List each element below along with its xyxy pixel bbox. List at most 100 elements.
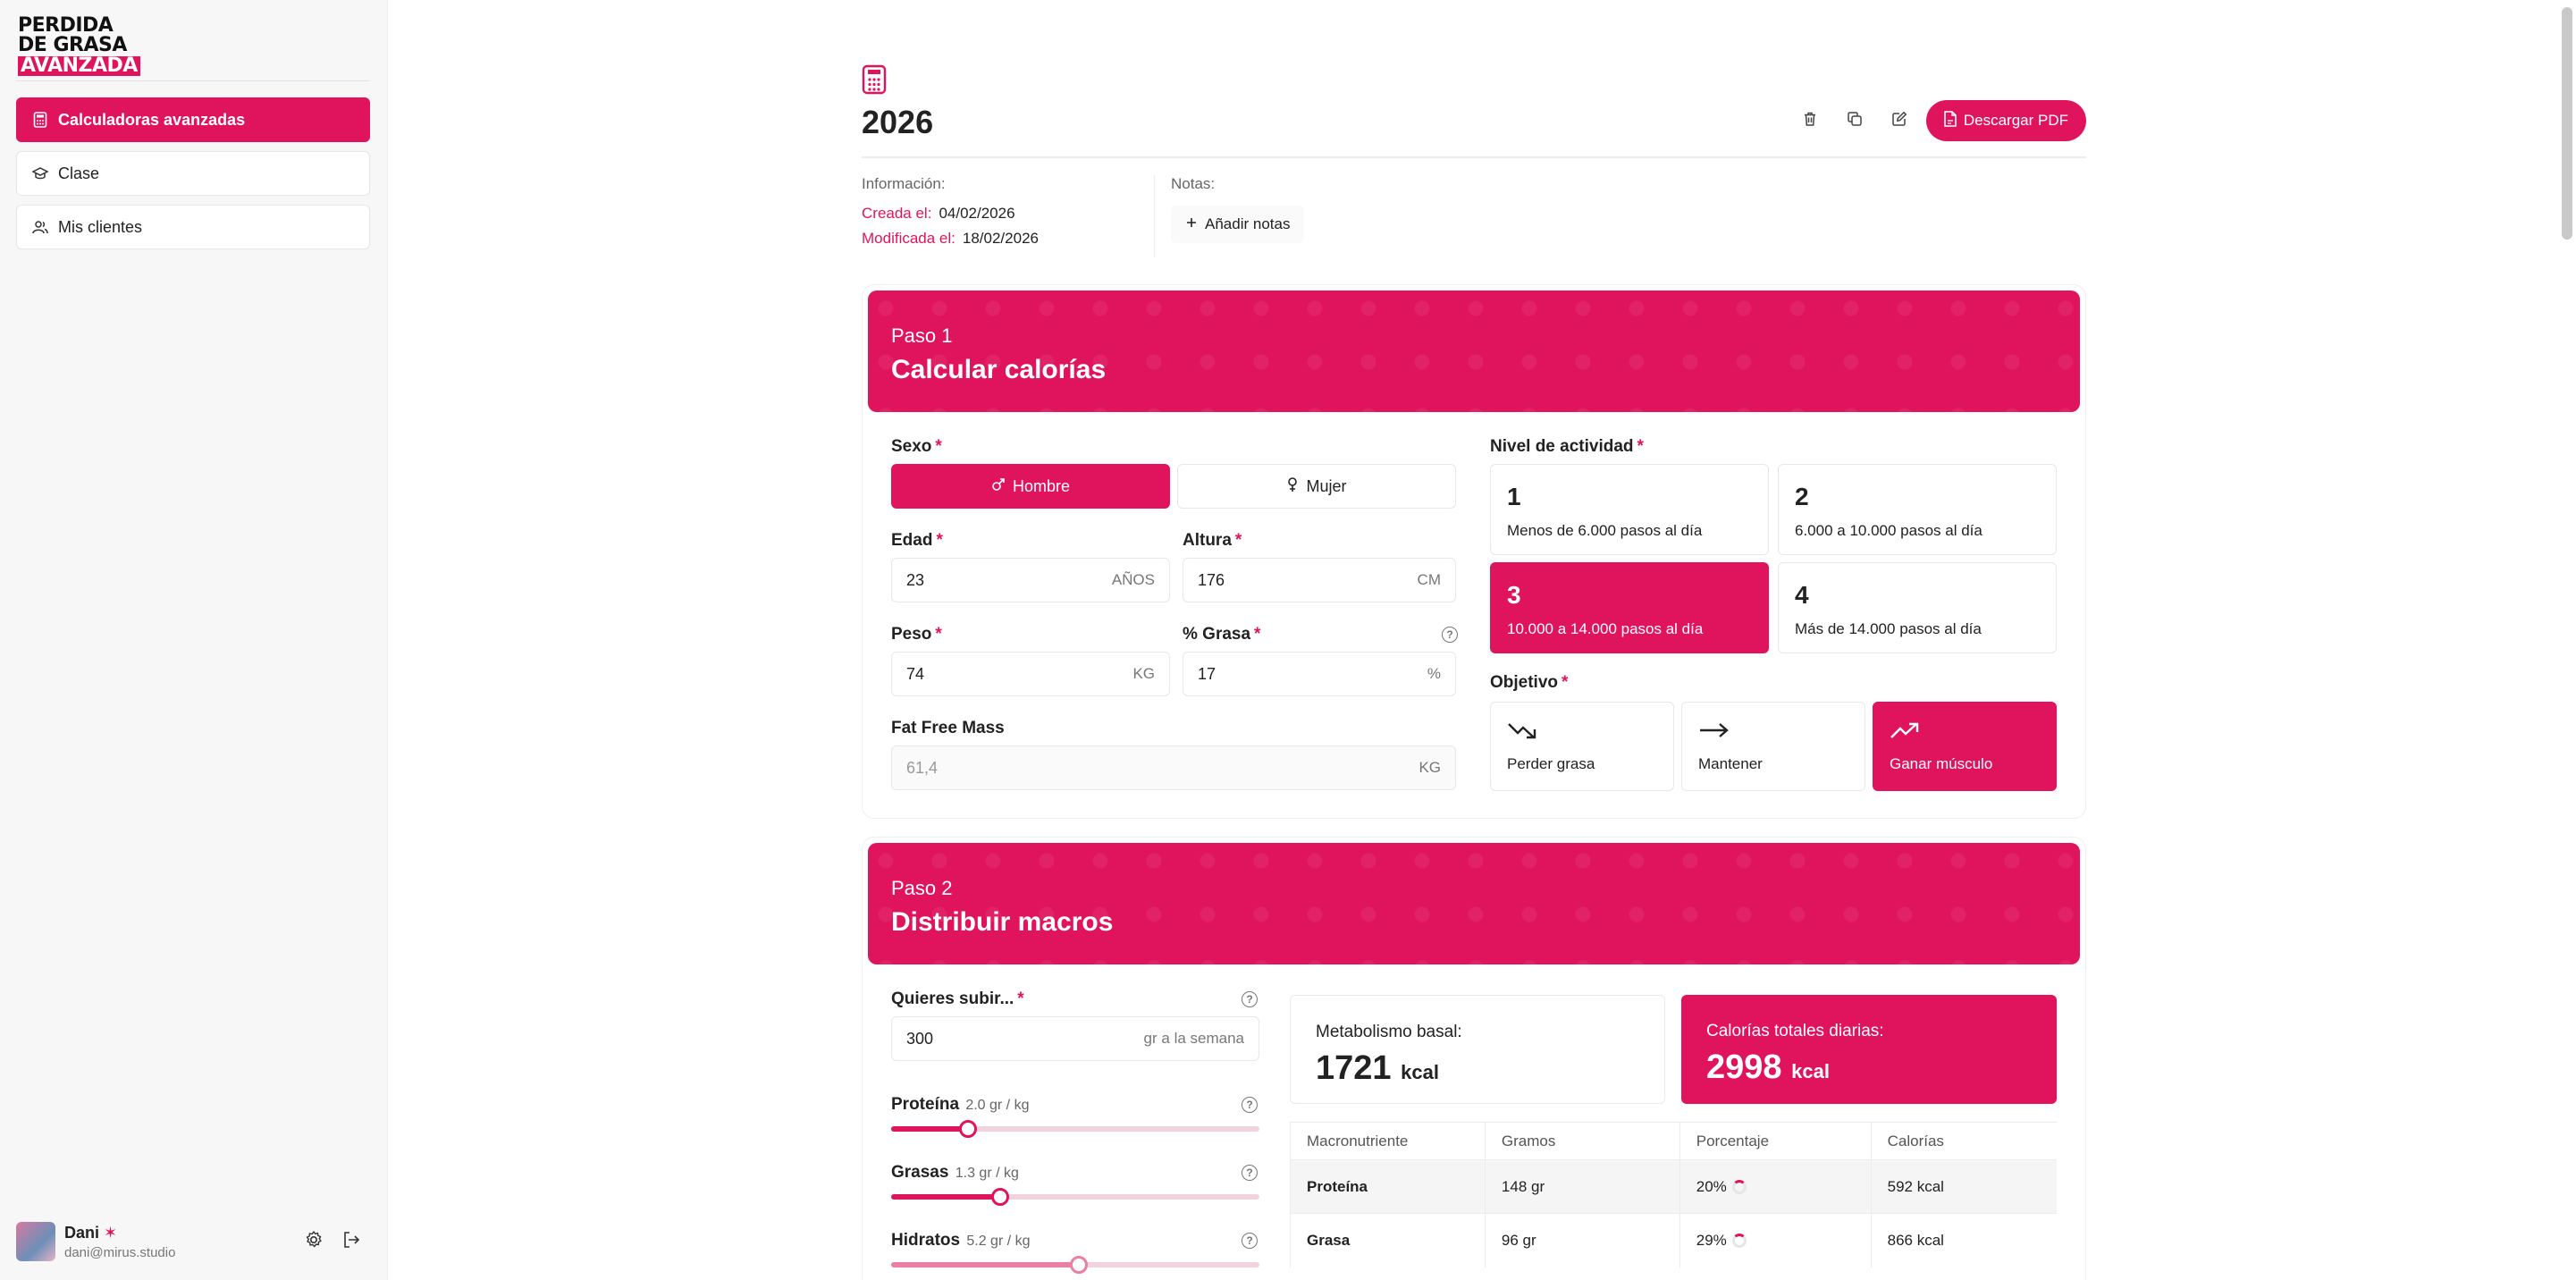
brand-logo[interactable]: PERDIDA DE GRASA AVANZADA [18,16,140,76]
table-cell: Proteína [1290,1159,1486,1214]
subir-label: Quieres subir... * [891,989,1024,1009]
sidebar-item-calculadoras[interactable]: Calculadoras avanzadas [16,97,370,142]
step2-title: Distribuir macros [891,907,1114,937]
hidratos-slider[interactable] [891,1256,1259,1274]
download-pdf-label: Descargar PDF [1963,112,2068,129]
basal-value: 1721 kcal [1316,1049,1639,1088]
grasa-label: % Grasa * [1183,625,1260,644]
actividad-option-4[interactable]: 4 Más de 14.000 pasos al día [1778,562,2057,653]
header-actions: Descargar PDF [1792,100,2086,141]
page-title: 2026 [862,104,934,140]
grasa-value: 17 [1198,664,1216,683]
add-notes-button[interactable]: Añadir notas [1171,206,1305,243]
calculator-icon [862,64,887,99]
table-cell: 592 kcal [1870,1159,2057,1214]
ffm-value: 61,4 [906,758,939,777]
peso-input[interactable]: 74 KG [891,652,1170,696]
objetivo-ganar-musculo[interactable]: Ganar músculo [1873,702,2057,791]
altura-label: Altura * [1183,531,1242,551]
proteina-slider[interactable] [891,1120,1259,1138]
sexo-hombre-button[interactable]: Hombre [891,464,1170,509]
peso-unit: KG [1132,665,1155,682]
logout-icon[interactable] [341,1230,361,1254]
grasas-label-text: Grasas [891,1163,949,1182]
subir-help-icon[interactable]: ? [1242,991,1258,1007]
hidratos-sub: 5.2 gr / kg [966,1234,1031,1249]
sidebar-item-label: Calculadoras avanzadas [58,110,246,129]
edit-button[interactable] [1881,100,1917,141]
grasas-sub: 1.3 gr / kg [955,1166,1019,1181]
page-scrollbar[interactable] [2562,7,2572,240]
macros-table: Macronutriente Gramos Porcentaje Caloría… [1290,1122,2057,1267]
avatar[interactable] [16,1222,55,1261]
sidebar-item-label: Mis clientes [58,217,143,236]
objetivo-mantener[interactable]: Mantener [1681,702,1865,791]
sidebar-nav: Calculadoras avanzadas Clase Mis cliente… [16,97,370,258]
total-value: 2998 kcal [1706,1048,2032,1087]
actividad-option-1[interactable]: 1 Menos de 6.000 pasos al día [1490,464,1769,555]
actividad-desc: Más de 14.000 pasos al día [1795,620,1982,637]
progress-ring-icon [1731,1180,1747,1195]
created-row: Creada el: 04/02/2026 [862,205,1154,223]
objetivo-perder-grasa[interactable]: Perder grasa [1490,702,1674,791]
created-value: 04/02/2026 [939,205,1015,222]
user-panel: Dani ✶ dani@mirus.studio [16,1221,370,1262]
actividad-option-3[interactable]: 3 10.000 a 14.000 pasos al día [1490,562,1769,653]
altura-label-text: Altura [1183,531,1232,550]
objetivo-desc: Perder grasa [1507,755,1595,772]
trending-down-icon [1507,723,1539,744]
mujer-label: Mujer [1306,476,1347,495]
sidebar-item-clase[interactable]: Clase [16,151,370,196]
actividad-desc: Menos de 6.000 pasos al día [1507,522,1703,539]
proteina-sub: 2.0 gr / kg [965,1098,1030,1113]
hidratos-label: Hidratos 5.2 gr / kg [891,1231,1031,1251]
duplicate-button[interactable] [1837,100,1873,141]
header-divider [862,156,2086,158]
actividad-number: 4 [1795,581,1809,609]
required-mark: * [1562,673,1569,692]
objetivo-label: Objetivo * [1490,673,1568,693]
grasa-unit: % [1427,665,1441,682]
altura-unit: CM [1417,571,1441,588]
altura-input[interactable]: 176 CM [1183,558,1456,602]
hidratos-slider-fill [891,1262,1079,1267]
delete-button[interactable] [1792,100,1828,141]
grasas-slider-handle[interactable] [991,1188,1009,1206]
proteina-label-text: Proteína [891,1095,960,1114]
subir-input[interactable]: 300 gr a la semana [891,1016,1259,1061]
edad-input[interactable]: 23 AÑOS [891,558,1170,602]
grasas-help-icon[interactable]: ? [1242,1165,1258,1181]
hombre-label: Hombre [1012,476,1071,495]
user-name-text: Dani [64,1223,100,1242]
settings-gear-icon[interactable] [304,1230,324,1254]
sidebar-item-label: Clase [58,164,100,182]
proteina-slider-handle[interactable] [959,1120,977,1138]
step1-number: Paso 1 [891,324,953,347]
required-mark: * [935,625,942,644]
sidebar-item-mis-clientes[interactable]: Mis clientes [16,205,370,249]
calorias-totales-card: Calorías totales diarias: 2998 kcal [1681,995,2057,1104]
actividad-option-2[interactable]: 2 6.000 a 10.000 pasos al día [1778,464,2057,555]
hidratos-help-icon[interactable]: ? [1242,1233,1258,1249]
hidratos-slider-handle[interactable] [1070,1256,1088,1274]
grasa-help-icon[interactable]: ? [1442,627,1458,643]
actividad-label-text: Nivel de actividad [1490,437,1634,456]
step1-title: Calcular calorías [891,355,1107,384]
objetivo-label-text: Objetivo [1490,673,1559,692]
proteina-help-icon[interactable]: ? [1242,1097,1258,1113]
basal-number: 1721 [1316,1049,1392,1087]
grasa-label-text: % Grasa [1183,625,1251,644]
sexo-mujer-button[interactable]: Mujer [1177,464,1456,509]
actividad-number: 2 [1795,483,1809,510]
proteina-slider-fill [891,1126,968,1132]
grasa-input[interactable]: 17% [1183,652,1456,696]
calculator-icon [31,111,49,129]
percent-value: 29% [1696,1231,1727,1249]
info-label: Información: [862,175,946,192]
grasas-slider[interactable] [891,1188,1259,1206]
table-cell: 29% [1679,1213,1872,1267]
column-header: Macronutriente [1290,1122,1486,1160]
created-label: Creada el: [862,205,932,222]
download-pdf-button[interactable]: Descargar PDF [1925,100,2086,141]
sidebar-divider [16,80,369,81]
